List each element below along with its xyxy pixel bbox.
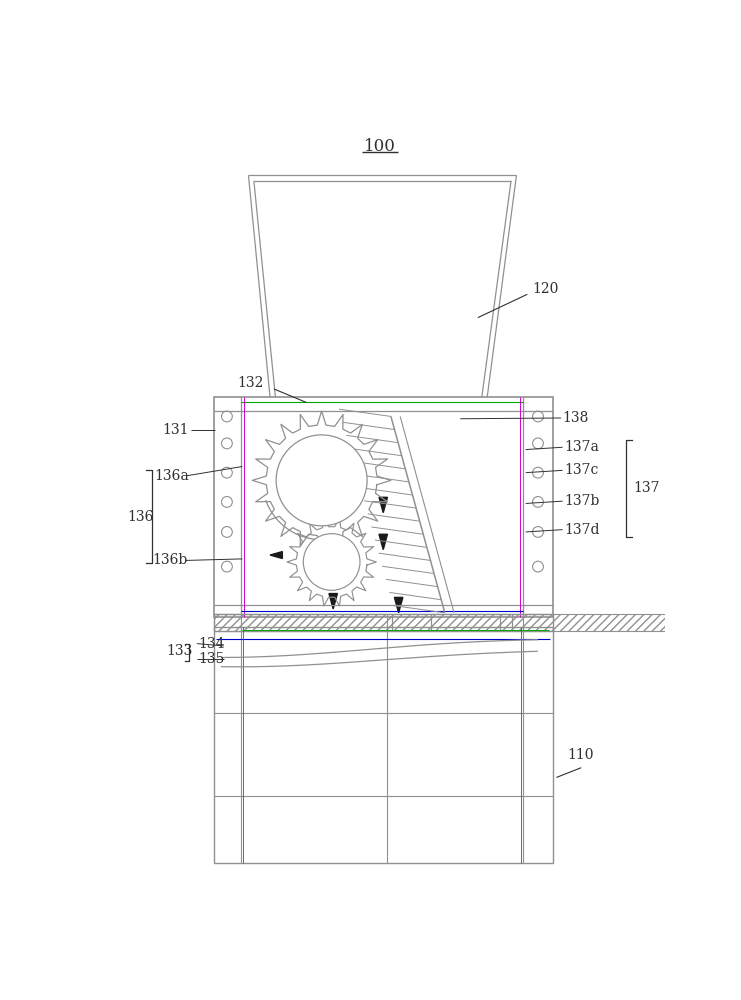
Polygon shape [379,534,388,550]
Circle shape [276,435,367,526]
Bar [431,614,500,631]
Text: 110: 110 [568,748,594,762]
Polygon shape [270,552,282,559]
Circle shape [303,534,360,590]
Text: 120: 120 [532,282,558,296]
Text: 100: 100 [363,138,395,155]
Text: 133: 133 [166,644,193,658]
Bar [393,614,431,631]
Bar [500,614,512,631]
Polygon shape [379,497,388,513]
Text: 131: 131 [162,423,189,437]
Bar [512,614,672,631]
Polygon shape [329,594,337,609]
Text: 137a: 137a [564,440,599,454]
Bar [214,627,553,863]
Text: 134: 134 [199,637,225,651]
Text: 137b: 137b [564,494,599,508]
Bar [214,397,553,617]
Text: 136a: 136a [155,469,189,483]
Polygon shape [394,597,403,613]
Text: 137d: 137d [564,523,599,537]
Text: 132: 132 [237,376,263,390]
Text: 136: 136 [127,510,153,524]
Text: 136b: 136b [152,553,187,567]
Text: 135: 135 [199,652,225,666]
Text: 138: 138 [562,411,589,425]
Bar [214,614,553,631]
Text: 137: 137 [634,481,660,495]
Bar [214,614,393,631]
Text: 137c: 137c [564,463,599,477]
